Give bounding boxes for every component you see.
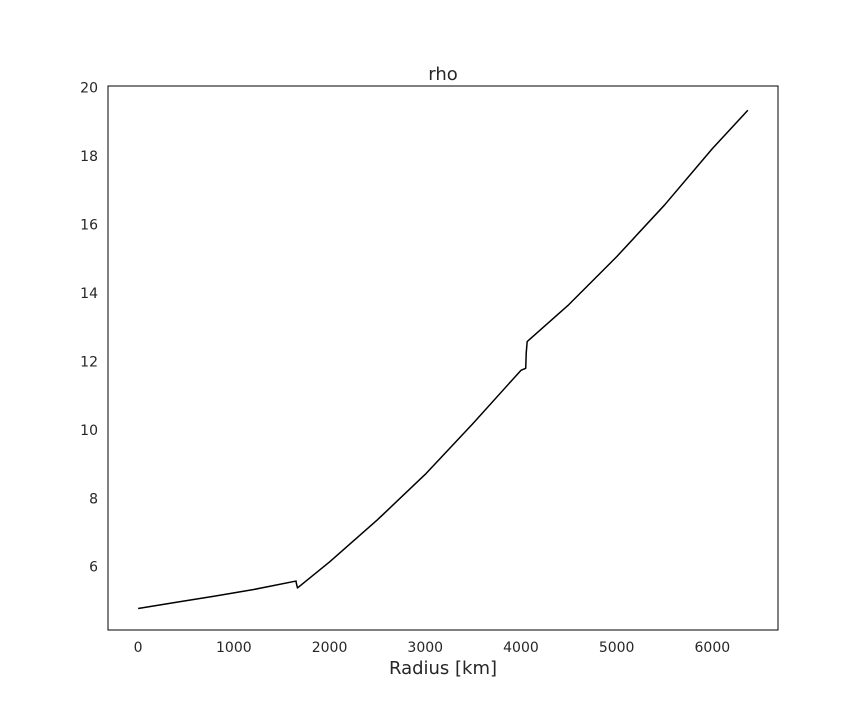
- y-tick-label: 20: [80, 81, 98, 97]
- y-tick-label: 18: [80, 149, 98, 165]
- x-tick-label: 1000: [216, 640, 252, 656]
- x-tick-label: 0: [134, 640, 143, 656]
- y-tick-label: 14: [80, 286, 98, 302]
- x-tick-label: 5000: [599, 640, 635, 656]
- x-axis-label: Radius [km]: [389, 658, 497, 679]
- plot-frame: [107, 85, 779, 631]
- y-axis-ticks: 6 8 10 12 14 16 18 20: [80, 81, 98, 576]
- x-tick-label: 3000: [407, 640, 443, 656]
- chart-title: rho: [428, 64, 458, 85]
- x-tick-label: 2000: [312, 640, 348, 656]
- y-tick-label: 12: [80, 354, 98, 370]
- x-axis-ticks: 0 1000 2000 3000 4000 5000 6000: [134, 640, 730, 656]
- y-tick-label: 16: [80, 218, 98, 234]
- series-line: [138, 109, 749, 610]
- y-tick-label: 8: [89, 491, 98, 507]
- y-tick-label: 6: [89, 560, 98, 576]
- y-tick-label: 10: [80, 423, 98, 439]
- x-tick-label: 4000: [503, 640, 539, 656]
- x-tick-label: 6000: [695, 640, 731, 656]
- series-layer: [138, 109, 749, 610]
